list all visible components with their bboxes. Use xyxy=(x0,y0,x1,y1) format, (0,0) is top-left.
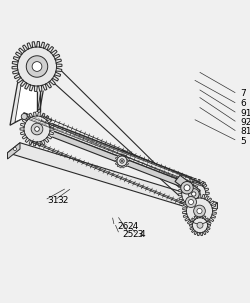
Text: 4: 4 xyxy=(140,230,145,239)
Circle shape xyxy=(14,148,16,151)
Circle shape xyxy=(184,185,190,191)
Polygon shape xyxy=(15,68,44,122)
Polygon shape xyxy=(115,154,129,168)
Circle shape xyxy=(21,114,27,119)
Circle shape xyxy=(121,160,123,162)
Text: 25: 25 xyxy=(122,230,134,239)
Text: 92: 92 xyxy=(240,118,250,127)
Circle shape xyxy=(182,194,216,228)
Circle shape xyxy=(197,208,202,214)
Text: 91: 91 xyxy=(240,109,250,118)
Text: 31: 31 xyxy=(47,196,58,205)
Circle shape xyxy=(190,215,210,236)
Circle shape xyxy=(188,188,199,199)
Polygon shape xyxy=(178,178,209,209)
Text: 24: 24 xyxy=(127,222,138,231)
Text: 6: 6 xyxy=(240,99,246,108)
Circle shape xyxy=(194,205,205,217)
Polygon shape xyxy=(20,112,54,146)
Polygon shape xyxy=(25,120,206,197)
Polygon shape xyxy=(8,143,218,213)
Polygon shape xyxy=(10,59,49,125)
Circle shape xyxy=(181,181,193,194)
Polygon shape xyxy=(190,215,210,236)
Polygon shape xyxy=(8,143,20,159)
Text: 26: 26 xyxy=(117,222,128,231)
Circle shape xyxy=(26,56,48,77)
Polygon shape xyxy=(182,194,216,228)
Polygon shape xyxy=(205,203,218,218)
Text: 5: 5 xyxy=(240,136,246,145)
Text: 23: 23 xyxy=(132,230,143,239)
Polygon shape xyxy=(175,175,200,197)
Circle shape xyxy=(178,178,209,209)
Text: 7: 7 xyxy=(240,89,246,98)
Circle shape xyxy=(186,197,196,208)
Text: 32: 32 xyxy=(57,196,68,205)
Circle shape xyxy=(32,62,42,72)
Circle shape xyxy=(20,112,54,146)
Circle shape xyxy=(115,154,129,168)
Polygon shape xyxy=(195,190,200,203)
Circle shape xyxy=(31,123,43,135)
Circle shape xyxy=(197,222,203,228)
Polygon shape xyxy=(12,42,62,92)
Circle shape xyxy=(120,159,124,163)
Circle shape xyxy=(208,208,212,211)
Circle shape xyxy=(188,199,194,205)
Circle shape xyxy=(12,42,62,92)
Circle shape xyxy=(35,127,39,131)
Text: 81: 81 xyxy=(240,128,250,136)
Circle shape xyxy=(192,192,196,196)
Polygon shape xyxy=(24,113,206,190)
